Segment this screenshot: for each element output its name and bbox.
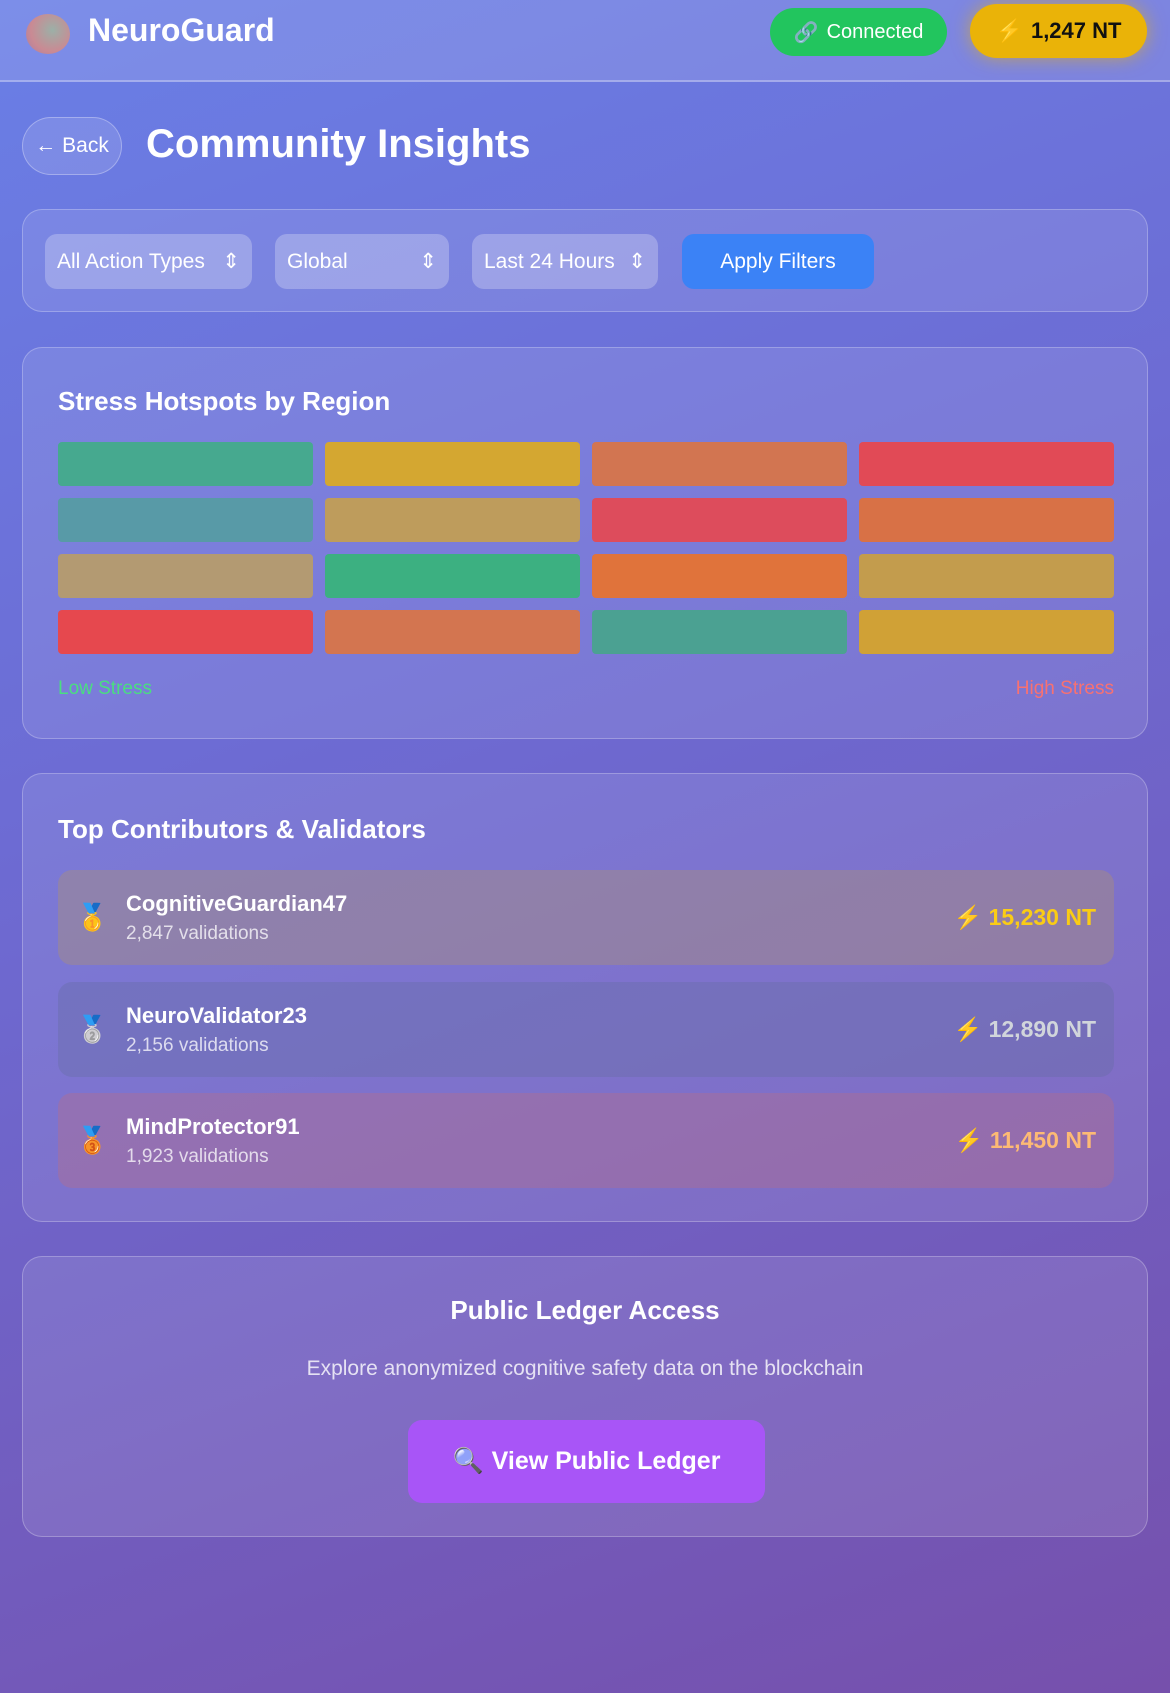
contributor-row[interactable]: 🥈 NeuroValidator23 2,156 validations ⚡ 1… <box>58 982 1114 1077</box>
gold-medal-icon: 🥇 <box>76 902 109 932</box>
ledger-title: Public Ledger Access <box>450 1295 720 1325</box>
contributor-row[interactable]: 🥉 MindProtector91 1,923 validations ⚡ 11… <box>58 1093 1114 1188</box>
heatmap-cell[interactable] <box>58 498 313 542</box>
back-button[interactable]: ← Back <box>22 117 122 175</box>
page-title: Community Insights <box>146 122 531 166</box>
heatmap-cell[interactable] <box>58 442 313 486</box>
action-type-value: All Action Types <box>57 249 205 273</box>
contributor-name: NeuroValidator23 <box>126 1002 307 1028</box>
contributor-name: MindProtector91 <box>126 1113 300 1139</box>
heatmap-cell[interactable] <box>859 610 1114 654</box>
heatmap-cell[interactable] <box>859 554 1114 598</box>
contributors-title: Top Contributors & Validators <box>58 814 426 844</box>
time-range-value: Last 24 Hours <box>484 249 615 273</box>
balance-badge[interactable]: ⚡ 1,247 NT <box>970 4 1147 58</box>
time-range-select[interactable]: Last 24 Hours ⇕ <box>472 234 658 289</box>
heatmap-cell[interactable] <box>58 610 313 654</box>
contributor-validations: 1,923 validations <box>126 1145 269 1167</box>
lightning-icon: ⚡ <box>995 18 1023 43</box>
balance-value: 1,247 NT <box>1030 18 1122 43</box>
heatmap-cell[interactable] <box>325 498 580 542</box>
contributor-validations: 2,156 validations <box>126 1034 269 1056</box>
bronze-medal-icon: 🥉 <box>76 1125 109 1155</box>
heatmap-cell[interactable] <box>592 498 847 542</box>
ledger-card: Public Ledger Access Explore anonymized … <box>22 1256 1148 1537</box>
silver-medal-icon: 🥈 <box>76 1014 109 1044</box>
heatmap-cell[interactable] <box>58 554 313 598</box>
magnifier-icon: 🔍 <box>452 1447 484 1475</box>
amount-value: 11,450 NT <box>989 1127 1096 1153</box>
lightning-icon: ⚡ <box>953 1016 983 1042</box>
contributors-card: Top Contributors & Validators 🥇 Cognitiv… <box>22 773 1148 1222</box>
contributor-info: NeuroValidator23 2,156 validations <box>126 1003 307 1057</box>
chevron-updown-icon: ⇕ <box>222 250 240 273</box>
brain-icon <box>26 14 70 54</box>
chevron-updown-icon: ⇕ <box>628 250 646 273</box>
connection-status-badge[interactable]: 🔗 Connected <box>770 8 947 56</box>
lightning-icon: ⚡ <box>954 1127 984 1153</box>
region-select[interactable]: Global ⇕ <box>275 234 449 289</box>
contributor-amount: ⚡ 11,450 NT <box>955 1127 1096 1154</box>
heatmap-cell[interactable] <box>592 610 847 654</box>
heatmap-cell[interactable] <box>325 554 580 598</box>
chevron-updown-icon: ⇕ <box>419 250 437 273</box>
lightning-icon: ⚡ <box>953 904 983 930</box>
brand-name: NeuroGuard <box>88 12 275 48</box>
amount-value: 12,890 NT <box>988 1016 1096 1042</box>
heatmap-cell[interactable] <box>325 610 580 654</box>
legend-high: High Stress <box>1015 678 1114 699</box>
heatmap-grid <box>58 442 1114 654</box>
heatmap-card: Stress Hotspots by Region Low Stress Hig… <box>22 347 1148 739</box>
heatmap-cell[interactable] <box>592 554 847 598</box>
contributor-info: CognitiveGuardian47 2,847 validations <box>126 891 347 945</box>
connection-status-label: Connected <box>826 20 924 43</box>
filters-card: All Action Types ⇕ Global ⇕ Last 24 Hours ⇕… <box>22 209 1148 312</box>
amount-value: 15,230 NT <box>988 904 1096 930</box>
region-value: Global <box>287 249 348 273</box>
arrow-left-icon: ← <box>35 134 57 157</box>
apply-filters-button[interactable]: Apply Filters <box>682 234 874 289</box>
heatmap-cell[interactable] <box>325 442 580 486</box>
heatmap-title: Stress Hotspots by Region <box>58 386 391 416</box>
heatmap-cell[interactable] <box>859 498 1114 542</box>
heatmap-cell[interactable] <box>859 442 1114 486</box>
ledger-button-label: View Public Ledger <box>491 1447 721 1475</box>
top-header: NeuroGuard 🔗 Connected ⚡ 1,247 NT <box>0 0 1170 82</box>
legend-low: Low Stress <box>58 678 152 699</box>
heatmap-cell[interactable] <box>592 442 847 486</box>
contributor-amount: ⚡ 12,890 NT <box>954 1016 1096 1043</box>
contributor-row[interactable]: 🥇 CognitiveGuardian47 2,847 validations … <box>58 870 1114 965</box>
contributor-info: MindProtector91 1,923 validations <box>126 1114 300 1168</box>
ledger-description: Explore anonymized cognitive safety data… <box>306 1357 864 1380</box>
action-type-select[interactable]: All Action Types ⇕ <box>45 234 252 289</box>
link-icon: 🔗 <box>793 21 819 44</box>
view-public-ledger-button[interactable]: 🔍 View Public Ledger <box>408 1420 765 1503</box>
contributor-validations: 2,847 validations <box>126 922 269 944</box>
back-label: Back <box>62 134 109 157</box>
contributor-name: CognitiveGuardian47 <box>126 890 348 916</box>
contributor-amount: ⚡ 15,230 NT <box>954 904 1096 931</box>
